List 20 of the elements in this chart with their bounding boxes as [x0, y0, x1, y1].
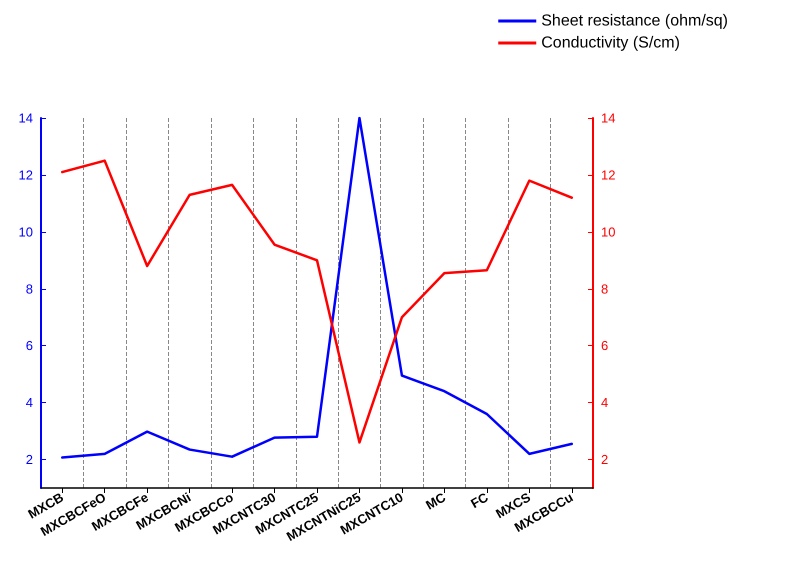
- y-tick-label: 8: [26, 281, 33, 296]
- legend-label: Sheet resistance (ohm/sq): [541, 12, 728, 30]
- y-tick-label: 10: [18, 224, 33, 240]
- x-tick-label: FC: [468, 489, 492, 512]
- y-tick-label: 6: [26, 338, 33, 354]
- y-tick-label: 12: [18, 167, 33, 182]
- y2-tick-label: 2: [601, 452, 608, 468]
- y2-tick-label: 4: [601, 395, 608, 410]
- y2-tick-label: 12: [601, 167, 616, 182]
- y-tick-label: 14: [18, 110, 33, 126]
- y2-tick-label: 6: [601, 338, 608, 354]
- y-tick-label: 4: [26, 395, 33, 410]
- x-tick-label: MC: [423, 489, 449, 513]
- y2-tick-label: 14: [601, 110, 616, 126]
- y2-tick-label: 8: [601, 281, 608, 296]
- line-series: [60, 116, 574, 459]
- y2-tick-label: 10: [601, 224, 616, 240]
- line-series: [60, 159, 574, 444]
- y-tick-label: 2: [26, 452, 33, 468]
- legend-label: Conductivity (S/cm): [541, 34, 680, 52]
